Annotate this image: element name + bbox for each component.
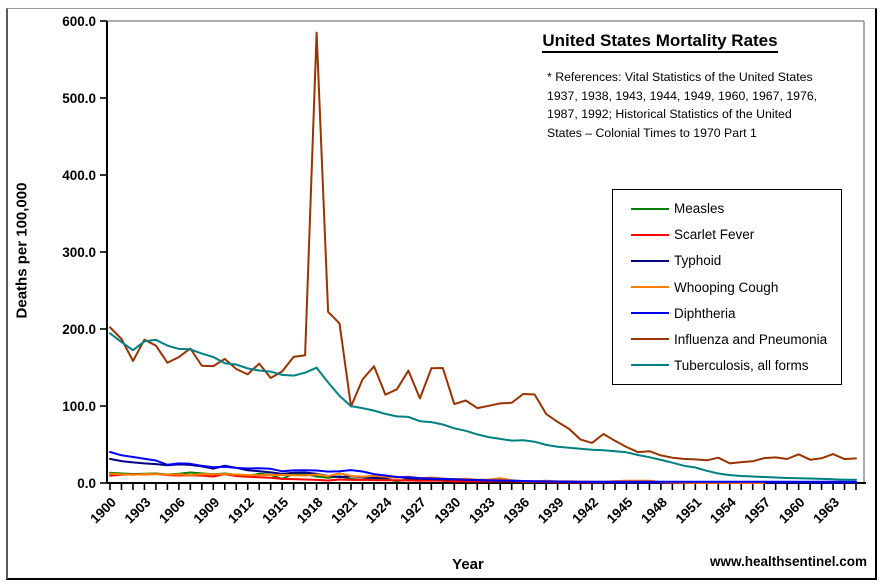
y-tick-label: 300.0 [62, 245, 96, 260]
y-tick-label: 200.0 [62, 322, 96, 337]
x-tick-label: 1921 [328, 494, 360, 526]
x-tick-label: 1939 [535, 495, 567, 527]
legend-swatch [631, 286, 669, 288]
x-tick-label: 1930 [432, 495, 464, 527]
legend-label: Measles [674, 201, 725, 217]
legend-swatch [631, 338, 669, 341]
legend-label: Tuberculosis, all forms [674, 357, 809, 373]
legend-swatch [631, 259, 669, 262]
legend-item: Typhoid [631, 253, 841, 268]
series-line-tuberculosis-all-forms [109, 332, 857, 481]
x-tick-label: 1933 [466, 494, 498, 526]
x-tick-label: 1909 [191, 495, 223, 527]
legend-item: Influenza and Pneumonia [631, 332, 841, 347]
legend-item: Diphtheria [631, 306, 841, 321]
legend-item: Tuberculosis, all forms [631, 358, 841, 373]
references-line: States – Colonial Times to 1970 Part 1 [547, 125, 757, 140]
y-tick-label: 500.0 [62, 91, 96, 106]
chart-title: United States Mortality Rates [470, 31, 850, 53]
x-tick-label: 1924 [363, 494, 395, 526]
x-axis-title: Year [452, 556, 484, 573]
legend-item: Measles [631, 201, 841, 216]
legend-label: Diphtheria [674, 305, 736, 321]
references-note: * References: Vital Statistics of the Un… [547, 68, 827, 142]
x-tick-label: 1927 [397, 495, 429, 527]
x-tick-label: 1954 [707, 494, 739, 526]
y-tick-label: 600.0 [62, 14, 96, 29]
legend-label: Scarlet Fever [674, 227, 755, 243]
references-line: 1937, 1938, 1943, 1944, 1949, 1960, 1967… [547, 88, 818, 103]
x-tick-label: 1903 [122, 494, 154, 526]
legend-label: Influenza and Pneumonia [674, 331, 828, 347]
x-tick-label: 1912 [225, 495, 257, 527]
watermark-url: www.healthsentinel.com [709, 554, 867, 569]
series-line-diphtheria [109, 451, 857, 483]
x-tick-label: 1915 [259, 494, 291, 526]
legend: Measles Scarlet Fever Typhoid Whooping Coug… [612, 189, 842, 385]
legend-item: Whooping Cough [631, 280, 841, 295]
x-tick-label: 1957 [741, 495, 773, 527]
legend-swatch [631, 207, 669, 210]
x-tick-label: 1936 [500, 494, 532, 526]
x-tick-label: 1945 [604, 494, 636, 526]
legend-item: Scarlet Fever [631, 227, 841, 242]
x-tick-label: 1906 [156, 494, 188, 526]
legend-label: Whooping Cough [674, 279, 779, 295]
references-line: 1987, 1992; Historical Statistics of the… [547, 107, 792, 122]
x-tick-label: 1900 [87, 495, 119, 527]
x-tick-label: 1960 [776, 495, 808, 527]
y-tick-label: 0.0 [77, 476, 96, 491]
x-tick-label: 1942 [569, 495, 601, 527]
references-line: * References: Vital Statistics of the Un… [547, 70, 813, 84]
x-tick-label: 1951 [673, 494, 705, 526]
legend-swatch [631, 364, 669, 367]
x-tick-label: 1963 [810, 494, 842, 526]
y-axis-title: Deaths per 100,000 [13, 182, 31, 319]
y-tick-label: 400.0 [62, 168, 96, 183]
legend-swatch [631, 233, 669, 236]
x-tick-label: 1918 [294, 494, 326, 526]
legend-label: Typhoid [674, 253, 722, 269]
legend-swatch [631, 312, 669, 315]
y-tick-label: 100.0 [62, 399, 96, 414]
x-tick-label: 1948 [638, 494, 670, 526]
series-line-influenza-and-pneumonia [109, 31, 857, 465]
